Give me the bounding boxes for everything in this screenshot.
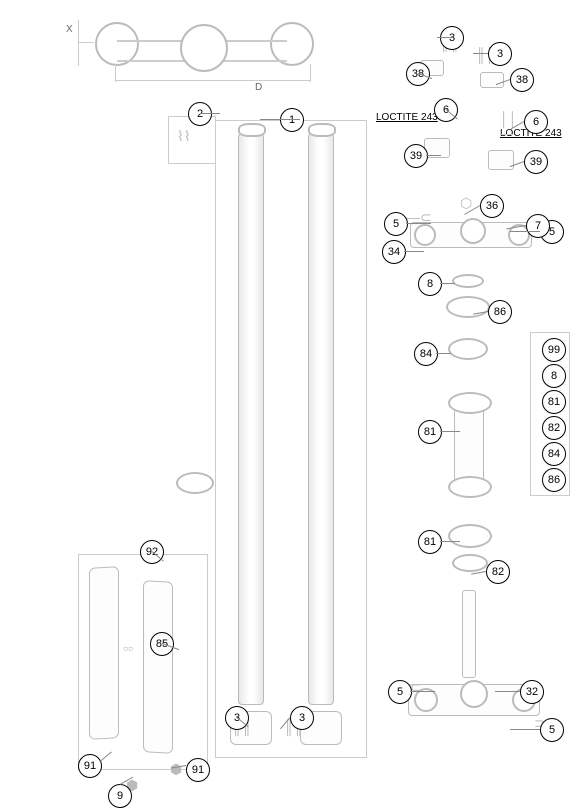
callout-86: 86 xyxy=(542,468,566,492)
callout-3: 3 xyxy=(290,706,314,730)
leader xyxy=(426,155,441,156)
leader xyxy=(260,119,300,120)
callout-34: 34 xyxy=(382,240,406,264)
fork-guards-box: ▫▫ xyxy=(78,554,208,770)
callout-39: 39 xyxy=(524,150,548,174)
leader xyxy=(436,353,451,354)
leader xyxy=(495,691,520,692)
leader xyxy=(440,283,455,284)
callout-39: 39 xyxy=(404,144,428,168)
callout-2: 2 xyxy=(188,102,212,126)
callout-82: 82 xyxy=(542,416,566,440)
callout-81: 81 xyxy=(418,420,442,444)
callout-86: 86 xyxy=(488,300,512,324)
callout-1: 1 xyxy=(280,108,304,132)
callout-9: 9 xyxy=(108,784,132,808)
callout-5: 5 xyxy=(384,212,408,236)
callout-8: 8 xyxy=(542,364,566,388)
callout-5: 5 xyxy=(540,718,564,742)
dim-x: X xyxy=(66,24,73,35)
leader xyxy=(404,251,424,252)
callout-84: 84 xyxy=(414,342,438,366)
callout-7: 7 xyxy=(526,214,550,238)
callout-8: 8 xyxy=(418,272,442,296)
callout-6: 6 xyxy=(524,110,548,134)
callout-84: 84 xyxy=(542,442,566,466)
callout-5: 5 xyxy=(388,680,412,704)
callout-82: 82 xyxy=(486,560,510,584)
dim-d: D xyxy=(255,82,262,93)
leader xyxy=(510,729,540,730)
leader xyxy=(440,431,460,432)
leader xyxy=(510,231,540,232)
callout-99: 99 xyxy=(542,338,566,362)
loctite-left: LOCTITE 243 xyxy=(376,112,438,123)
callout-36: 36 xyxy=(480,194,504,218)
callout-81: 81 xyxy=(542,390,566,414)
callout-91: 91 xyxy=(186,758,210,782)
callout-3: 3 xyxy=(440,26,464,50)
callout-91: 91 xyxy=(78,754,102,778)
callout-3: 3 xyxy=(488,42,512,66)
leader xyxy=(440,541,460,542)
leader xyxy=(200,113,220,114)
callout-38: 38 xyxy=(510,68,534,92)
leader xyxy=(406,223,431,224)
callout-32: 32 xyxy=(520,680,544,704)
fork-legs-box xyxy=(215,120,367,758)
leader xyxy=(437,37,452,38)
dust-ring xyxy=(176,472,214,494)
leader xyxy=(473,53,488,54)
leader xyxy=(410,691,435,692)
callout-81: 81 xyxy=(418,530,442,554)
